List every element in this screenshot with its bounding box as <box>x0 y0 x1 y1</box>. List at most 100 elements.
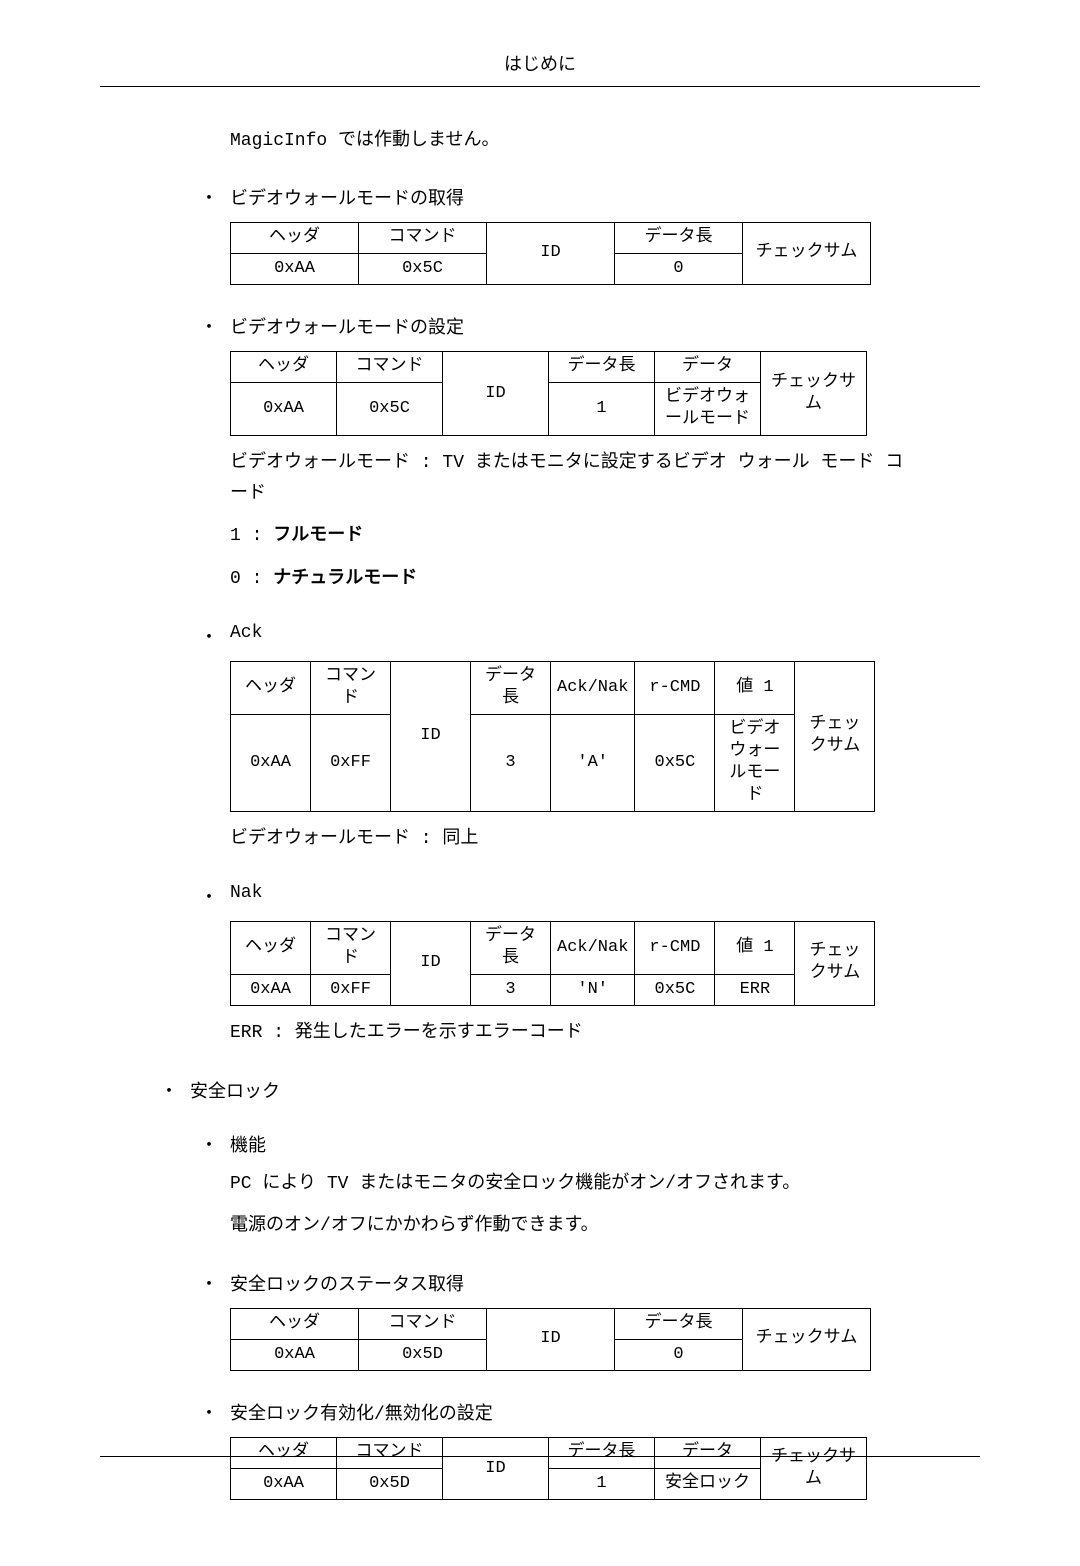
bullet-dot-icon: ・ <box>200 1399 230 1425</box>
td: 0x5C <box>359 253 487 284</box>
td: ビデオウォールモード <box>715 714 795 811</box>
td: 0xFF <box>311 714 391 811</box>
th: チェックサム <box>761 1438 867 1500</box>
note-ack: ビデオウォールモード : 同上 <box>230 824 920 855</box>
th: チェックサム <box>743 1308 871 1370</box>
heading-function: ・ 機能 <box>200 1131 980 1157</box>
note-vwall-desc: ビデオウォールモード : TV またはモニタに設定するビデオ ウォール モード … <box>230 448 920 509</box>
th: データ <box>655 1438 761 1469</box>
th: コマンド <box>337 351 443 382</box>
heading-text: ビデオウォールモードの取得 <box>230 184 464 210</box>
heading-text: 機能 <box>230 1131 266 1157</box>
td: 1 <box>549 1469 655 1500</box>
bullet-dot-icon: ・ <box>200 883 230 909</box>
heading-lock-set: ・ 安全ロック有効化/無効化の設定 <box>200 1399 980 1425</box>
td: 0xFF <box>311 974 391 1005</box>
th: ヘッダ <box>231 921 311 974</box>
heading-nak: ・ Nak <box>200 883 980 909</box>
func-line1: PC により TV またはモニタの安全ロック機能がオン/オフされます。 <box>230 1169 920 1200</box>
note-natural-mode: 0 : ナチュラルモード <box>230 564 920 595</box>
th: データ長 <box>471 661 551 714</box>
table-lock-set: ヘッダ コマンド ID データ長 データ チェックサム 0xAA 0x5D 1 … <box>230 1437 867 1500</box>
td: 0xAA <box>231 383 337 436</box>
th: コマンド <box>359 222 487 253</box>
td: 3 <box>471 714 551 811</box>
table-get-vwall: ヘッダ コマンド ID データ長 チェックサム 0xAA 0x5C 0 <box>230 222 871 285</box>
td: 0xAA <box>231 714 311 811</box>
th: データ長 <box>549 351 655 382</box>
label: 1 : <box>230 526 273 546</box>
td: 0x5C <box>635 974 715 1005</box>
td: 0x5C <box>337 383 443 436</box>
bullet-dot-icon: ・ <box>160 1077 190 1103</box>
heading-safety-lock: ・ 安全ロック <box>160 1077 980 1103</box>
heading-text: 安全ロックのステータス取得 <box>230 1270 464 1296</box>
heading-text: 安全ロック <box>190 1077 280 1103</box>
heading-set-vwall: ・ ビデオウォールモードの設定 <box>200 313 980 339</box>
bullet-dot-icon: ・ <box>200 623 230 649</box>
th: チェックサム <box>743 222 871 284</box>
th: Ack/Nak <box>551 661 635 714</box>
td: 0x5D <box>337 1469 443 1500</box>
label: 0 : <box>230 569 273 589</box>
th: ヘッダ <box>231 661 311 714</box>
td: 3 <box>471 974 551 1005</box>
th: ID <box>391 661 471 812</box>
th: コマンド <box>311 661 391 714</box>
th: 値 1 <box>715 661 795 714</box>
th: コマンド <box>359 1308 487 1339</box>
bullet-dot-icon: ・ <box>200 184 230 210</box>
td: 0 <box>615 253 743 284</box>
heading-lock-get: ・ 安全ロックのステータス取得 <box>200 1270 980 1296</box>
bullet-dot-icon: ・ <box>200 1270 230 1296</box>
th: チェックサム <box>761 351 867 435</box>
td: ERR <box>715 974 795 1005</box>
td: 0xAA <box>231 253 359 284</box>
td: 安全ロック <box>655 1469 761 1500</box>
table-nak: ヘッダ コマンド ID データ長 Ack/Nak r-CMD 値 1 チェックサ… <box>230 921 875 1006</box>
th: ID <box>487 222 615 284</box>
td: 0x5C <box>635 714 715 811</box>
th: ID <box>487 1308 615 1370</box>
th: r-CMD <box>635 921 715 974</box>
header-rule <box>100 86 980 87</box>
td: 0x5D <box>359 1339 487 1370</box>
th: チェックサム <box>795 661 875 812</box>
td: 'A' <box>551 714 635 811</box>
note-full-mode: 1 : フルモード <box>230 521 920 552</box>
th: ID <box>443 1438 549 1500</box>
heading-ack: ・ Ack <box>200 623 980 649</box>
value: ナチュラルモード <box>273 569 417 589</box>
intro-text: MagicInfo では作動しません。 <box>230 127 920 156</box>
th: コマンド <box>337 1438 443 1469</box>
th: コマンド <box>311 921 391 974</box>
th: データ長 <box>471 921 551 974</box>
note-nak: ERR : 発生したエラーを示すエラーコード <box>230 1018 920 1049</box>
td: 0 <box>615 1339 743 1370</box>
td: 1 <box>549 383 655 436</box>
th: ヘッダ <box>231 351 337 382</box>
td: 0xAA <box>231 1339 359 1370</box>
th: 値 1 <box>715 921 795 974</box>
td: 0xAA <box>231 974 311 1005</box>
th: データ <box>655 351 761 382</box>
value: フルモード <box>273 526 363 546</box>
th: データ長 <box>549 1438 655 1469</box>
th: ヘッダ <box>231 1308 359 1339</box>
heading-get-vwall: ・ ビデオウォールモードの取得 <box>200 184 980 210</box>
td: 0xAA <box>231 1469 337 1500</box>
th: r-CMD <box>635 661 715 714</box>
table-ack: ヘッダ コマンド ID データ長 Ack/Nak r-CMD 値 1 チェックサ… <box>230 661 875 813</box>
bullet-dot-icon: ・ <box>200 313 230 339</box>
th: ヘッダ <box>231 222 359 253</box>
th: Ack/Nak <box>551 921 635 974</box>
heading-text: 安全ロック有効化/無効化の設定 <box>230 1399 493 1425</box>
th: データ長 <box>615 222 743 253</box>
td: 'N' <box>551 974 635 1005</box>
th: データ長 <box>615 1308 743 1339</box>
table-lock-get: ヘッダ コマンド ID データ長 チェックサム 0xAA 0x5D 0 <box>230 1308 871 1371</box>
heading-text: Nak <box>230 883 262 909</box>
footer-rule <box>100 1456 980 1457</box>
th: チェックサム <box>795 921 875 1005</box>
heading-text: Ack <box>230 623 262 649</box>
